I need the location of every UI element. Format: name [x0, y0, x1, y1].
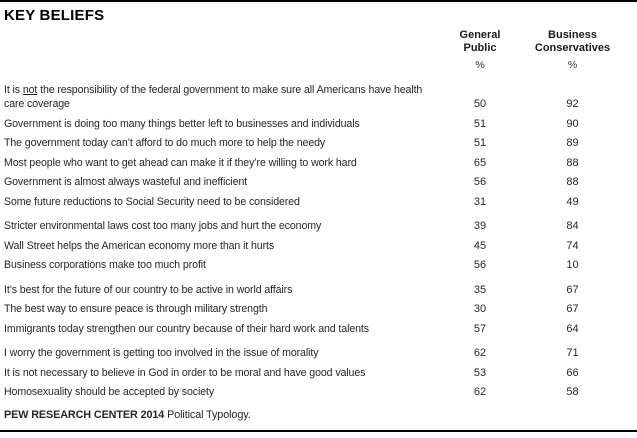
value-business-conservatives: 89 — [566, 137, 579, 149]
source-regular: Political Typology. — [164, 409, 251, 421]
value-business-conservatives: 49 — [566, 195, 579, 208]
unit-spacer — [4, 59, 448, 71]
statement-cell: Some future reductions to Social Securit… — [4, 195, 300, 208]
statement-cell: Business corporations make too much prof… — [4, 259, 206, 271]
value-business-conservatives: 58 — [566, 386, 579, 398]
value-business-conservatives: 67 — [566, 303, 579, 315]
table-row: It is not necessary to believe in God in… — [4, 363, 633, 383]
value-business-conservatives: 74 — [566, 239, 579, 252]
value-general-public: 51 — [473, 137, 487, 149]
value-general-public: 50 — [473, 98, 487, 110]
value-general-public: 30 — [473, 303, 487, 315]
row-group: Stricter environmental laws cost too man… — [4, 217, 633, 276]
source-line: PEW RESEARCH CENTER 2014 Political Typol… — [4, 409, 633, 422]
value-general-public: 62 — [473, 347, 487, 359]
value-business-conservatives: 10 — [566, 259, 579, 271]
source-bold: PEW RESEARCH CENTER 2014 — [4, 409, 165, 421]
value-business-conservatives: 88 — [566, 156, 579, 169]
value-general-public: 39 — [473, 220, 487, 232]
unit-business-conservatives: % — [567, 59, 578, 71]
table-row: It is not the responsibility of the fede… — [4, 80, 633, 114]
value-business-conservatives: 88 — [566, 176, 579, 188]
statement-cell: Government is almost always wasteful and… — [4, 176, 248, 188]
statement-cell: The government today can’t afford to do … — [4, 137, 326, 149]
value-general-public: 31 — [473, 195, 487, 208]
unit-row: % % — [4, 59, 633, 71]
header-spacer — [4, 29, 448, 55]
column-header-general-public: General Public — [459, 29, 501, 54]
statement-cell: Government is doing too many things bett… — [4, 117, 360, 130]
value-general-public: 56 — [473, 176, 487, 188]
table-row: Business corporations make too much prof… — [4, 256, 633, 276]
table-body: It is not the responsibility of the fede… — [4, 80, 633, 402]
table-row: Most people who want to get ahead can ma… — [4, 153, 633, 173]
table-row: Government is doing too many things bett… — [4, 114, 633, 134]
row-group: It is not the responsibility of the fede… — [4, 80, 633, 212]
table-title: KEY BELIEFS — [4, 7, 105, 24]
value-business-conservatives: 84 — [566, 220, 579, 232]
table-row: I worry the government is getting too in… — [4, 344, 633, 364]
statement-cell: Stricter environmental laws cost too man… — [4, 220, 322, 232]
value-general-public: 56 — [473, 259, 487, 271]
statement-cell: It is not the responsibility of the fede… — [4, 83, 423, 111]
column-header-row: General Public Business Conservatives — [4, 29, 633, 55]
statement-cell: It’s best for the future of our country … — [4, 283, 293, 296]
value-general-public: 57 — [473, 322, 487, 335]
value-business-conservatives: 92 — [566, 98, 579, 110]
value-general-public: 65 — [473, 156, 487, 169]
table-row: The government today can’t afford to do … — [4, 134, 633, 154]
value-business-conservatives: 71 — [566, 347, 579, 359]
table-row: Homosexuality should be accepted by soci… — [4, 383, 633, 403]
statement-cell: Homosexuality should be accepted by soci… — [4, 386, 215, 398]
value-general-public: 62 — [473, 386, 487, 398]
statement-cell: Most people who want to get ahead can ma… — [4, 156, 357, 169]
row-group: It’s best for the future of our country … — [4, 280, 633, 339]
value-business-conservatives: 90 — [566, 117, 579, 130]
table-row: Stricter environmental laws cost too man… — [4, 217, 633, 237]
table-row: The best way to ensure peace is through … — [4, 300, 633, 320]
row-group: I worry the government is getting too in… — [4, 344, 633, 403]
value-general-public: 35 — [473, 283, 487, 296]
value-business-conservatives: 64 — [566, 322, 579, 335]
table-row: Immigrants today strengthen our country … — [4, 319, 633, 339]
bottom-rule — [0, 430, 637, 432]
value-general-public: 53 — [473, 366, 487, 379]
unit-general-public: % — [475, 59, 485, 71]
table-row: Wall Street helps the American economy m… — [4, 236, 633, 256]
value-business-conservatives: 67 — [566, 283, 579, 296]
statement-cell: It is not necessary to believe in God in… — [4, 366, 366, 379]
statement-cell: Wall Street helps the American economy m… — [4, 239, 275, 252]
column-header-business-conservatives: Business Conservatives — [534, 29, 611, 54]
value-general-public: 51 — [473, 117, 487, 130]
statement-cell: I worry the government is getting too in… — [4, 347, 319, 359]
table-row: Government is almost always wasteful and… — [4, 173, 633, 193]
table-row: Some future reductions to Social Securit… — [4, 192, 633, 212]
value-business-conservatives: 66 — [566, 366, 579, 379]
table-row: It’s best for the future of our country … — [4, 280, 633, 300]
statement-cell: Immigrants today strengthen our country … — [4, 322, 369, 335]
statement-cell: The best way to ensure peace is through … — [4, 303, 268, 315]
value-general-public: 45 — [473, 239, 487, 252]
